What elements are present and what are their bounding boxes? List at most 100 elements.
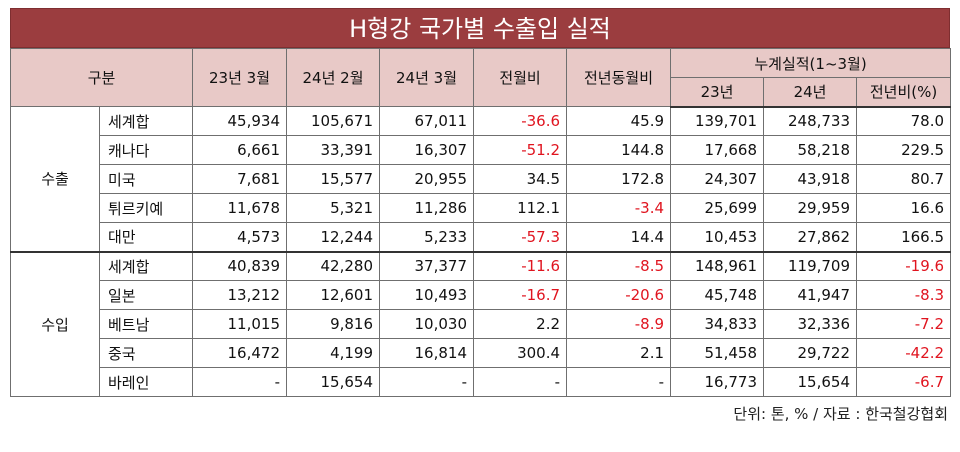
header-cum3: 전년비(%) bbox=[856, 77, 952, 108]
table-cell: 51,458 bbox=[670, 338, 765, 368]
header-col4: 전월비 bbox=[473, 48, 568, 107]
table-body: 수출 세계합 45,934 105,671 67,011 -36.6 45.9 139,701… bbox=[10, 106, 952, 397]
table-cell: 12,601 bbox=[286, 280, 381, 310]
table-cell: -8.9 bbox=[566, 309, 672, 339]
table-row: 수출 세계합 45,934 105,671 67,011 -36.6 45.9 139,701… bbox=[10, 106, 952, 252]
table-cell: 172.8 bbox=[566, 164, 672, 194]
table-cell: - bbox=[379, 367, 475, 397]
table-cell: 16,814 bbox=[379, 338, 475, 368]
header-cumulative: 누계실적(1~3월) bbox=[670, 48, 952, 78]
table-title: H형강 국가별 수출입 실적 bbox=[10, 8, 950, 48]
table-cell: 67,011 bbox=[379, 106, 475, 136]
table-cell: 15,654 bbox=[286, 367, 381, 397]
table-cell: 229.5 bbox=[856, 135, 952, 165]
table-cell: 300.4 bbox=[473, 338, 568, 368]
table-cell: 15,654 bbox=[763, 367, 858, 397]
country-name: 바레인 bbox=[98, 367, 194, 397]
table-cell: 25,699 bbox=[670, 193, 765, 223]
header-col1: 23년 3월 bbox=[192, 48, 288, 107]
table-cell: 2.1 bbox=[566, 338, 672, 368]
table-cell: 16,472 bbox=[192, 338, 288, 368]
table-cell: - bbox=[192, 367, 288, 397]
table-cell: 43,918 bbox=[763, 164, 858, 194]
table-cell: -51.2 bbox=[473, 135, 568, 165]
table-cell: 20,955 bbox=[379, 164, 475, 194]
table-cell: 5,321 bbox=[286, 193, 381, 223]
table-cell: 17,668 bbox=[670, 135, 765, 165]
table-cell: 119,709 bbox=[763, 250, 858, 281]
table-row: 중국 16,472 4,199 16,814 300.4 2.1 51,458 29,722-… bbox=[11, 338, 952, 368]
table-cell: 80.7 bbox=[856, 164, 952, 194]
table-cell: 34,833 bbox=[670, 309, 765, 339]
table-cell: 45.9 bbox=[566, 106, 672, 136]
table-cell: -6.7 bbox=[856, 367, 952, 397]
table-cell: 4,199 bbox=[286, 338, 381, 368]
header-category: 구분 bbox=[9, 48, 194, 107]
table-cell: 29,959 bbox=[763, 193, 858, 223]
group-label: 수입 bbox=[10, 250, 100, 397]
country-name: 튀르키예 bbox=[98, 193, 194, 223]
table-cell: -7.2 bbox=[856, 309, 952, 339]
table-cell: 16.6 bbox=[856, 193, 952, 223]
table-cell: -36.6 bbox=[473, 106, 568, 136]
table-cell: -42.2 bbox=[856, 338, 952, 368]
table-cell: -3.4 bbox=[566, 193, 672, 223]
table-row: 튀르키예 11,678 5,321 11,286 112.1 -3.4 25,699 29,9… bbox=[11, 193, 952, 223]
table-cell: -8.5 bbox=[566, 250, 672, 281]
table-cell: -11.6 bbox=[473, 250, 568, 281]
table-cell: 9,816 bbox=[286, 309, 381, 339]
table-cell: 139,701 bbox=[670, 106, 765, 136]
table-cell: -20.6 bbox=[566, 280, 672, 310]
country-name: 미국 bbox=[98, 164, 194, 194]
table-cell: 78.0 bbox=[856, 106, 952, 136]
country-name: 세계합 bbox=[98, 250, 194, 281]
table-cell: 32,336 bbox=[763, 309, 858, 339]
table-cell: -19.6 bbox=[856, 250, 952, 281]
table-cell: 12,244 bbox=[286, 222, 381, 252]
source-note: 단위: 톤, % / 자료 : 한국철강협회 bbox=[733, 405, 948, 423]
table-cell: 34.5 bbox=[473, 164, 568, 194]
header-col2: 24년 2월 bbox=[286, 48, 381, 107]
trade-table: 구분 23년 3월 24년 2월 24년 3월 전월비 전년동월비 누계실적(1… bbox=[9, 48, 952, 397]
group-label: 수출 bbox=[10, 106, 100, 252]
table-cell: 45,934 bbox=[192, 106, 288, 136]
table-cell: 10,030 bbox=[379, 309, 475, 339]
table-cell: 7,681 bbox=[192, 164, 288, 194]
table-cell: 29,722 bbox=[763, 338, 858, 368]
table-row: 수입 세계합 40,839 42,280 37,377 -11.6 -8.5 148,961 1… bbox=[10, 250, 952, 397]
table-cell: 16,773 bbox=[670, 367, 765, 397]
table-row: 베트남 11,015 9,816 10,030 2.2 -8.9 34,833 32,336-… bbox=[11, 309, 952, 339]
table-cell: 248,733 bbox=[763, 106, 858, 136]
table-cell: 10,453 bbox=[670, 222, 765, 252]
table-cell: 37,377 bbox=[379, 250, 475, 281]
table-cell: 27,862 bbox=[763, 222, 858, 252]
table-cell: 11,286 bbox=[379, 193, 475, 223]
table-cell: 2.2 bbox=[473, 309, 568, 339]
table-cell: 45,748 bbox=[670, 280, 765, 310]
table-cell: 13,212 bbox=[192, 280, 288, 310]
table-cell: 33,391 bbox=[286, 135, 381, 165]
table-cell: 40,839 bbox=[192, 250, 288, 281]
country-name: 일본 bbox=[98, 280, 194, 310]
table-cell: 144.8 bbox=[566, 135, 672, 165]
table-cell: 10,493 bbox=[379, 280, 475, 310]
table-cell: - bbox=[566, 367, 672, 397]
table-cell: 148,961 bbox=[670, 250, 765, 281]
table-container: H형강 국가별 수출입 실적 구분 23년 3월 24년 2월 24년 3월 전… bbox=[9, 8, 952, 424]
table-cell: 42,280 bbox=[286, 250, 381, 281]
table-row: 캐나다 6,661 33,391 16,307 -51.2 144.8 17,668 58,2… bbox=[11, 135, 952, 165]
table-cell: 15,577 bbox=[286, 164, 381, 194]
header-cum2: 24년 bbox=[763, 77, 858, 108]
table-cell: 58,218 bbox=[763, 135, 858, 165]
country-name: 베트남 bbox=[98, 309, 194, 339]
header-col5: 전년동월비 bbox=[566, 48, 672, 107]
country-name: 세계합 bbox=[98, 106, 194, 136]
table-row: 바레인 -15,654- - -16,773 15,654 -6.7 bbox=[11, 367, 952, 397]
table-cell: 6,661 bbox=[192, 135, 288, 165]
table-row: 일본 13,212 12,601 10,493 -16.7 -20.6 45,748 41,9… bbox=[11, 280, 952, 310]
country-name: 캐나다 bbox=[98, 135, 194, 165]
table-cell: 166.5 bbox=[856, 222, 952, 252]
table-cell: 5,233 bbox=[379, 222, 475, 252]
table-cell: -57.3 bbox=[473, 222, 568, 252]
table-cell: 4,573 bbox=[192, 222, 288, 252]
